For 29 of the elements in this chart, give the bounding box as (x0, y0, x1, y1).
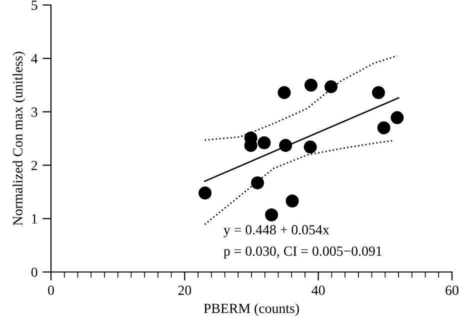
point (390, 111, 404, 124)
point (324, 80, 338, 94)
y-tick-label: 1 (32, 214, 37, 224)
point (278, 86, 291, 100)
point (279, 138, 292, 152)
point (377, 121, 390, 134)
point (372, 86, 385, 100)
line-series (204, 140, 394, 226)
line-series (204, 55, 398, 141)
y-axis-title: Normalized Con max (unitless) (12, 52, 26, 226)
annotation: p = 0.030, CI = 0.005−0.091 (224, 246, 382, 259)
point (286, 194, 299, 208)
x-tick-label: 60 (446, 286, 458, 295)
point (304, 140, 317, 154)
y-tick-label: 4 (31, 54, 38, 64)
x-axis-title: PBERM (counts) (204, 303, 299, 316)
y-tick-label: 3 (32, 107, 38, 117)
point (265, 208, 278, 222)
y-tick-label: 5 (32, 0, 38, 10)
point (251, 176, 264, 190)
point (198, 186, 212, 200)
x-tick-label: 0 (48, 286, 54, 295)
annotation: y = 0.448 + 0.054x (224, 225, 330, 238)
x-tick-label: 40 (312, 286, 325, 295)
point (304, 78, 318, 92)
y-tick-label: 0 (31, 268, 38, 277)
y-tick-label: 2 (31, 160, 38, 170)
point (258, 136, 271, 150)
x-tick-label: 20 (178, 286, 192, 295)
